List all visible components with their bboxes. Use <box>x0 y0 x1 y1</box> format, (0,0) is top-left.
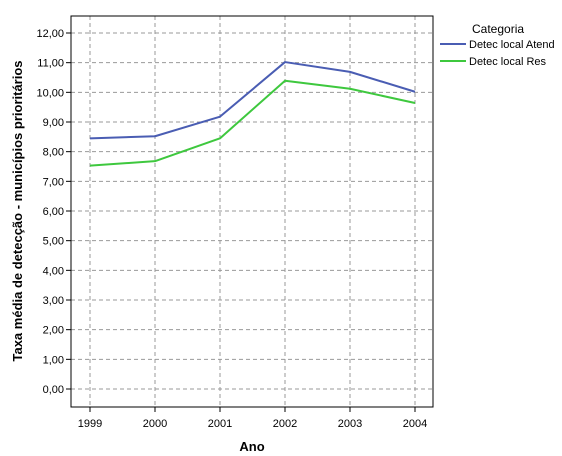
x-axis-title: Ano <box>239 439 264 454</box>
x-tick-label: 2001 <box>208 418 232 430</box>
y-axis: 0,00 1,00 2,00 3,00 4,00 5,00 6,00 7,00 8,00 9,00… <box>36 28 71 396</box>
series-line-2 <box>89 79 416 167</box>
legend-label-2: Detec local Res <box>469 56 547 68</box>
x-tick-label: 2000 <box>143 418 167 430</box>
y-tick-label: 1,00 <box>43 354 64 366</box>
y-tick-label: 12,00 <box>36 28 64 40</box>
y-tick-label: 3,00 <box>43 295 64 307</box>
y-axis-title: Taxa média de detecção - municípios prio… <box>10 60 25 361</box>
y-tick-label: 7,00 <box>43 176 64 188</box>
y-tick-label: 8,00 <box>43 147 64 159</box>
x-tick-label: 1999 <box>78 418 102 430</box>
legend-label-1: Detec local Atend <box>469 39 555 51</box>
x-tick-label: 2004 <box>403 418 427 430</box>
y-tick-label: 4,00 <box>43 265 64 277</box>
y-tick-label: 9,00 <box>43 117 64 129</box>
x-tick-label: 2003 <box>338 418 362 430</box>
y-tick-label: 10,00 <box>36 87 64 99</box>
series-group <box>89 61 416 167</box>
x-axis: 1999 2000 2001 2002 2003 2004 <box>78 407 427 430</box>
y-tick-label: 11,00 <box>37 58 64 70</box>
plot-frame <box>70 15 434 408</box>
series-line-1 <box>89 61 416 140</box>
legend-title: Categoria <box>472 22 524 36</box>
y-tick-label: 6,00 <box>43 206 64 218</box>
legend: Categoria Detec local Atend Detec local R… <box>440 22 555 68</box>
y-tick-label: 5,00 <box>43 236 64 248</box>
grid <box>71 16 433 407</box>
y-tick-label: 0,00 <box>43 384 64 396</box>
y-tick-label: 2,00 <box>43 325 64 337</box>
x-tick-label: 2002 <box>273 418 297 430</box>
